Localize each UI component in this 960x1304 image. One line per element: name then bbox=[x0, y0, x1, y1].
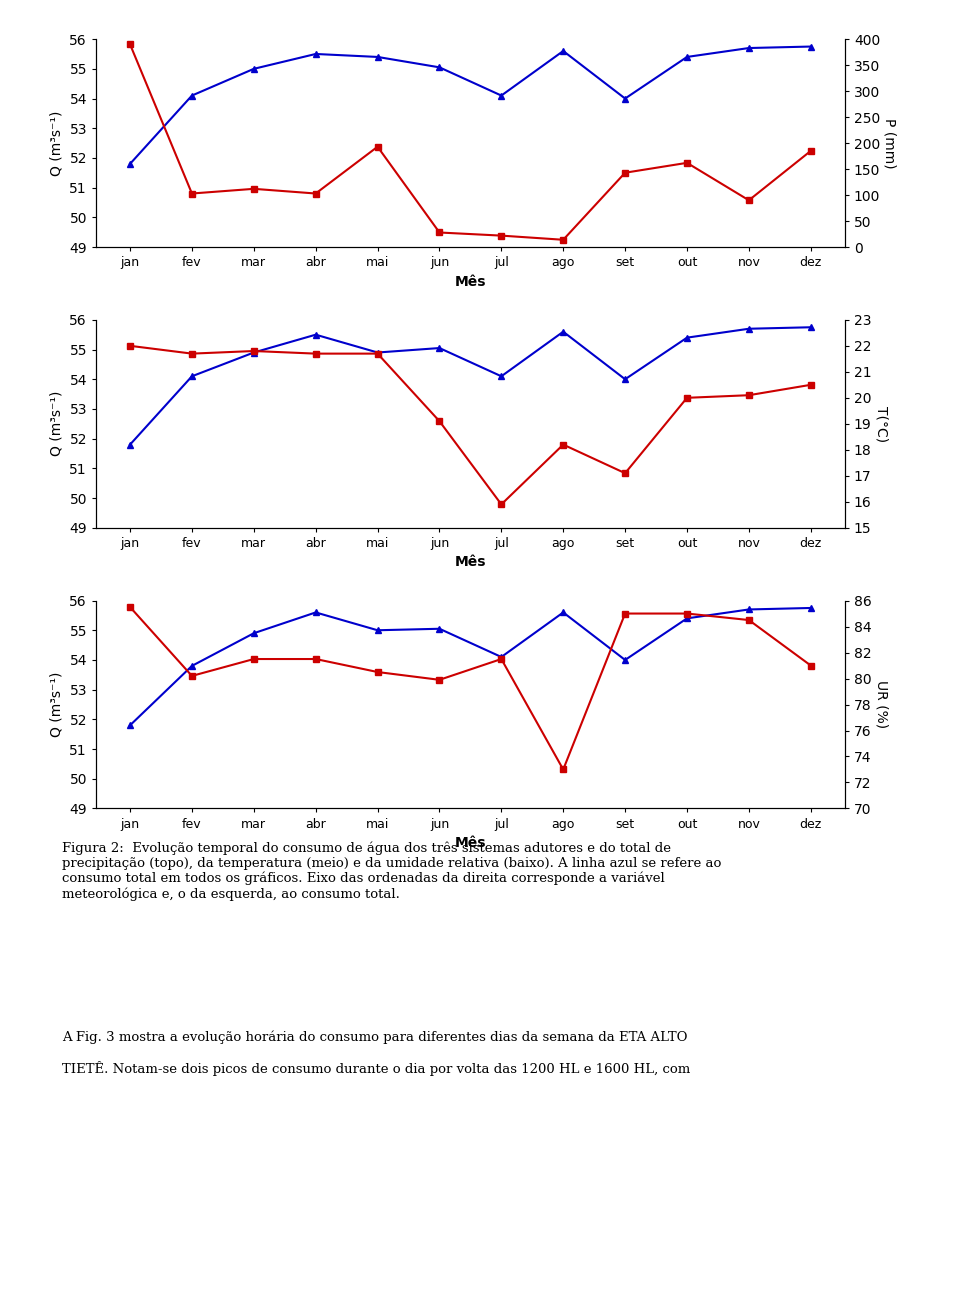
Y-axis label: Q (m³s⁻¹): Q (m³s⁻¹) bbox=[50, 391, 63, 456]
X-axis label: Mês: Mês bbox=[455, 836, 486, 850]
Y-axis label: UR (%): UR (%) bbox=[875, 681, 888, 729]
Y-axis label: Q (m³s⁻¹): Q (m³s⁻¹) bbox=[50, 672, 63, 737]
Text: Figura 2:  Evolução temporal do consumo de água dos três sistemas adutores e do : Figura 2: Evolução temporal do consumo d… bbox=[62, 841, 722, 901]
Y-axis label: T(°C): T(°C) bbox=[875, 406, 888, 442]
Y-axis label: P (mm): P (mm) bbox=[883, 117, 897, 168]
Text: A Fig. 3 mostra a evolução horária do consumo para diferentes dias da semana da : A Fig. 3 mostra a evolução horária do co… bbox=[62, 1030, 690, 1076]
X-axis label: Mês: Mês bbox=[455, 275, 486, 288]
X-axis label: Mês: Mês bbox=[455, 556, 486, 570]
Y-axis label: Q (m³s⁻¹): Q (m³s⁻¹) bbox=[50, 111, 63, 176]
